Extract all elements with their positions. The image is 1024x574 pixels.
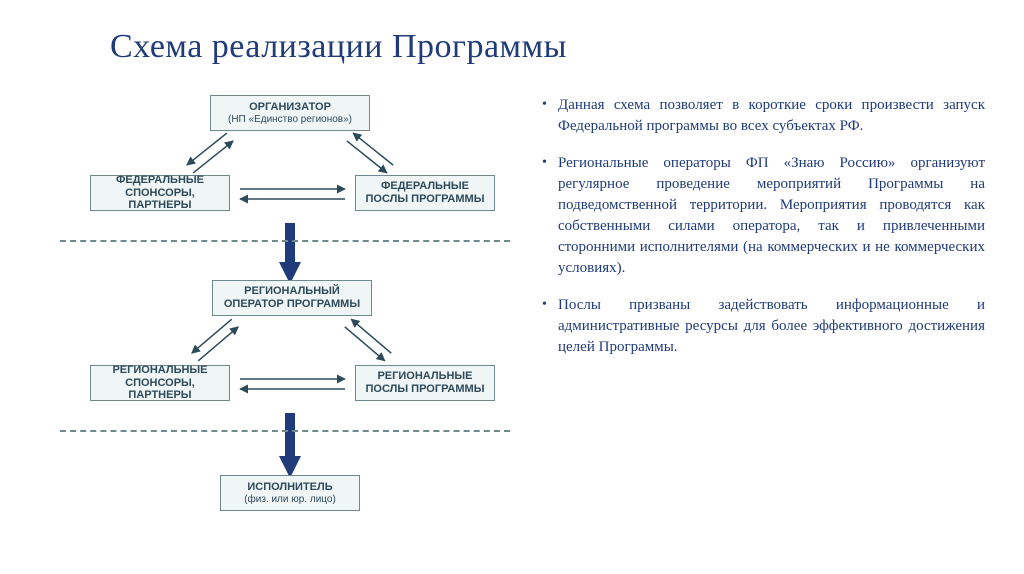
flowchart-node: РЕГИОНАЛЬНЫЕ ПОСЛЫ ПРОГРАММЫ	[355, 365, 495, 401]
flowchart-node: ИСПОЛНИТЕЛЬ(физ. или юр. лицо)	[220, 475, 360, 511]
flowchart-node: ФЕДЕРАЛЬНЫЕ ПОСЛЫ ПРОГРАММЫ	[355, 175, 495, 211]
node-label: ИСПОЛНИТЕЛЬ	[247, 481, 332, 494]
flowchart-node: ОРГАНИЗАТОР(НП «Единство регионов»)	[210, 95, 370, 131]
node-label: РЕГИОНАЛЬНЫЕ ПОСЛЫ ПРОГРАММЫ	[360, 370, 490, 395]
node-label: РЕГИОНАЛЬНЫЙ ОПЕРАТОР ПРОГРАММЫ	[217, 285, 367, 310]
bullet-item: Данная схема позволяет в короткие сроки …	[540, 95, 985, 137]
node-label: ФЕДЕРАЛЬНЫЕ ПОСЛЫ ПРОГРАММЫ	[360, 180, 490, 205]
flowchart-divider	[60, 430, 510, 432]
flowchart-node: РЕГИОНАЛЬНЫЙ ОПЕРАТОР ПРОГРАММЫ	[212, 280, 372, 316]
flowchart: ОРГАНИЗАТОР(НП «Единство регионов») ФЕДЕР…	[60, 95, 510, 555]
node-label: РЕГИОНАЛЬНЫЕ СПОНСОРЫ, ПАРТНЕРЫ	[95, 364, 225, 402]
flowchart-divider	[60, 240, 510, 242]
node-label: ФЕДЕРАЛЬНЫЕ СПОНСОРЫ, ПАРТНЕРЫ	[95, 174, 225, 212]
flowchart-node: ФЕДЕРАЛЬНЫЕ СПОНСОРЫ, ПАРТНЕРЫ	[90, 175, 230, 211]
bullet-list: Данная схема позволяет в короткие сроки …	[540, 95, 985, 374]
page-title: Схема реализации Программы	[110, 28, 567, 66]
node-label: ОРГАНИЗАТОР	[249, 101, 331, 114]
node-sublabel: (НП «Единство регионов»)	[228, 114, 352, 126]
bullet-item: Региональные операторы ФП «Знаю Россию» …	[540, 153, 985, 279]
bullet-item: Послы призваны задействовать информацион…	[540, 295, 985, 358]
node-sublabel: (физ. или юр. лицо)	[244, 494, 336, 506]
flowchart-node: РЕГИОНАЛЬНЫЕ СПОНСОРЫ, ПАРТНЕРЫ	[90, 365, 230, 401]
